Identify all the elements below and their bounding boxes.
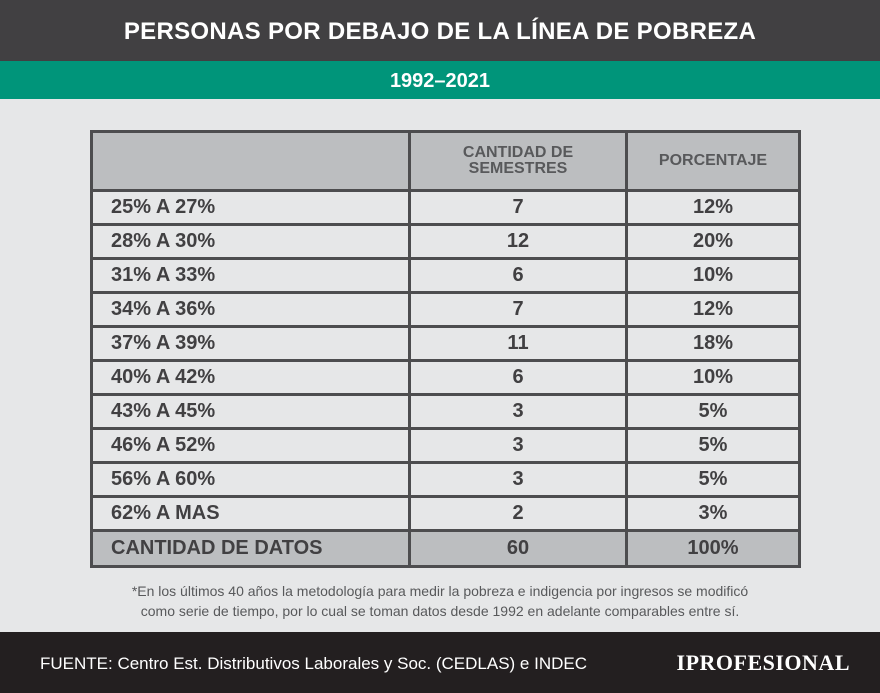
table-row: 62% A MAS 2 3% [90, 495, 801, 532]
range-cell: 62% A MAS [90, 495, 411, 532]
semesters-cell: 3 [408, 461, 628, 498]
semesters-cell: 11 [408, 325, 628, 362]
footer: FUENTE: Centro Est. Distributivos Labora… [0, 632, 880, 693]
range-cell: 34% A 36% [90, 291, 411, 328]
percentage-cell: 12% [625, 291, 801, 328]
table-row: 31% A 33% 6 10% [90, 257, 801, 294]
table-header-row: CANTIDAD DE SEMESTRES PORCENTAJE [90, 130, 801, 192]
table-row: 46% A 52% 3 5% [90, 427, 801, 464]
percentage-cell: 18% [625, 325, 801, 362]
range-cell: 43% A 45% [90, 393, 411, 430]
total-row: CANTIDAD DE DATOS 60 100% [90, 529, 801, 568]
percentage-cell: 10% [625, 257, 801, 294]
percentage-cell: 5% [625, 427, 801, 464]
table-row: 34% A 36% 7 12% [90, 291, 801, 328]
range-cell: 46% A 52% [90, 427, 411, 464]
range-cell: 25% A 27% [90, 189, 411, 226]
percentage-cell: 3% [625, 495, 801, 532]
percentage-cell: 100% [625, 529, 801, 568]
methodology-note: *En los últimos 40 años la metodología p… [0, 581, 880, 621]
semesters-cell: 6 [408, 257, 628, 294]
note-line: como serie de tiempo, por lo cual se tom… [140, 603, 740, 619]
page-title: PERSONAS POR DEBAJO DE LA LÍNEA DE POBRE… [0, 0, 880, 61]
percentage-cell: 20% [625, 223, 801, 260]
table-row: 28% A 30% 12 20% [90, 223, 801, 260]
table-row: 40% A 42% 6 10% [90, 359, 801, 396]
range-cell: 37% A 39% [90, 325, 411, 362]
table-row: 43% A 45% 3 5% [90, 393, 801, 430]
poverty-table: CANTIDAD DE SEMESTRES PORCENTAJE 25% A 2… [90, 130, 801, 568]
range-cell: 40% A 42% [90, 359, 411, 396]
table-row: 25% A 27% 7 12% [90, 189, 801, 226]
header-range [90, 130, 411, 192]
range-cell: CANTIDAD DE DATOS [90, 529, 411, 568]
date-range-subtitle: 1992–2021 [0, 61, 880, 99]
semesters-cell: 60 [408, 529, 628, 568]
semesters-cell: 2 [408, 495, 628, 532]
semesters-cell: 7 [408, 291, 628, 328]
header-percentage: PORCENTAJE [625, 130, 801, 192]
source-text: FUENTE: Centro Est. Distributivos Labora… [40, 654, 587, 673]
range-cell: 56% A 60% [90, 461, 411, 498]
semesters-cell: 6 [408, 359, 628, 396]
table-row: 37% A 39% 11 18% [90, 325, 801, 362]
header-semesters: CANTIDAD DE SEMESTRES [408, 130, 628, 192]
semesters-cell: 7 [408, 189, 628, 226]
iprofesional-logo: IPROFESIONAL [676, 650, 850, 675]
percentage-cell: 12% [625, 189, 801, 226]
semesters-cell: 12 [408, 223, 628, 260]
range-cell: 31% A 33% [90, 257, 411, 294]
table-row: 56% A 60% 3 5% [90, 461, 801, 498]
percentage-cell: 5% [625, 461, 801, 498]
semesters-cell: 3 [408, 427, 628, 464]
note-line: *En los últimos 40 años la metodología p… [131, 583, 749, 599]
percentage-cell: 5% [625, 393, 801, 430]
range-cell: 28% A 30% [90, 223, 411, 260]
semesters-cell: 3 [408, 393, 628, 430]
percentage-cell: 10% [625, 359, 801, 396]
